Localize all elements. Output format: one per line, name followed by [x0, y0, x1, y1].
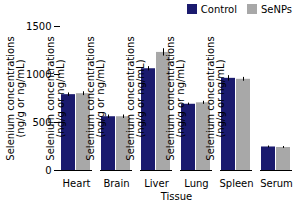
svg-text:Heart: Heart	[63, 178, 91, 189]
svg-text:Tissue: Tissue	[160, 191, 193, 202]
svg-text:Spleen: Spleen	[219, 178, 253, 189]
svg-text:Lung: Lung	[184, 178, 208, 189]
svg-text:Brain: Brain	[103, 178, 129, 189]
svg-text:Liver: Liver	[144, 178, 169, 189]
svg-text:Selenium concentrations(ng/g o: Selenium concentrations(ng/g or ng/mL)	[5, 36, 26, 160]
svg-text:Selenium concentrations(ng/g o: Selenium concentrations(ng/g or ng/mL)	[45, 36, 66, 160]
svg-text:Selenium concentrations(ng/g o: Selenium concentrations(ng/g or ng/mL)	[165, 36, 186, 160]
svg-text:1500: 1500	[26, 21, 51, 32]
html-text:SeNPs: SeNPs	[261, 3, 292, 15]
svg-text:500: 500	[32, 116, 52, 128]
svg-text:1000: 1000	[26, 68, 52, 80]
svg-text:Selenium concentrations(ng/g o: Selenium concentrations(ng/g or ng/mL)	[125, 36, 146, 160]
html-text:Control: Control	[200, 3, 237, 15]
svg-text:0: 0	[45, 165, 51, 176]
svg-text:Selenium concentrations(ng/g o: Selenium concentrations(ng/g or ng/mL)	[205, 36, 226, 160]
svg-text:Serum: Serum	[260, 178, 293, 189]
svg-text:Selenium concentrations(ng/g o: Selenium concentrations(ng/g or ng/mL)	[85, 36, 106, 160]
